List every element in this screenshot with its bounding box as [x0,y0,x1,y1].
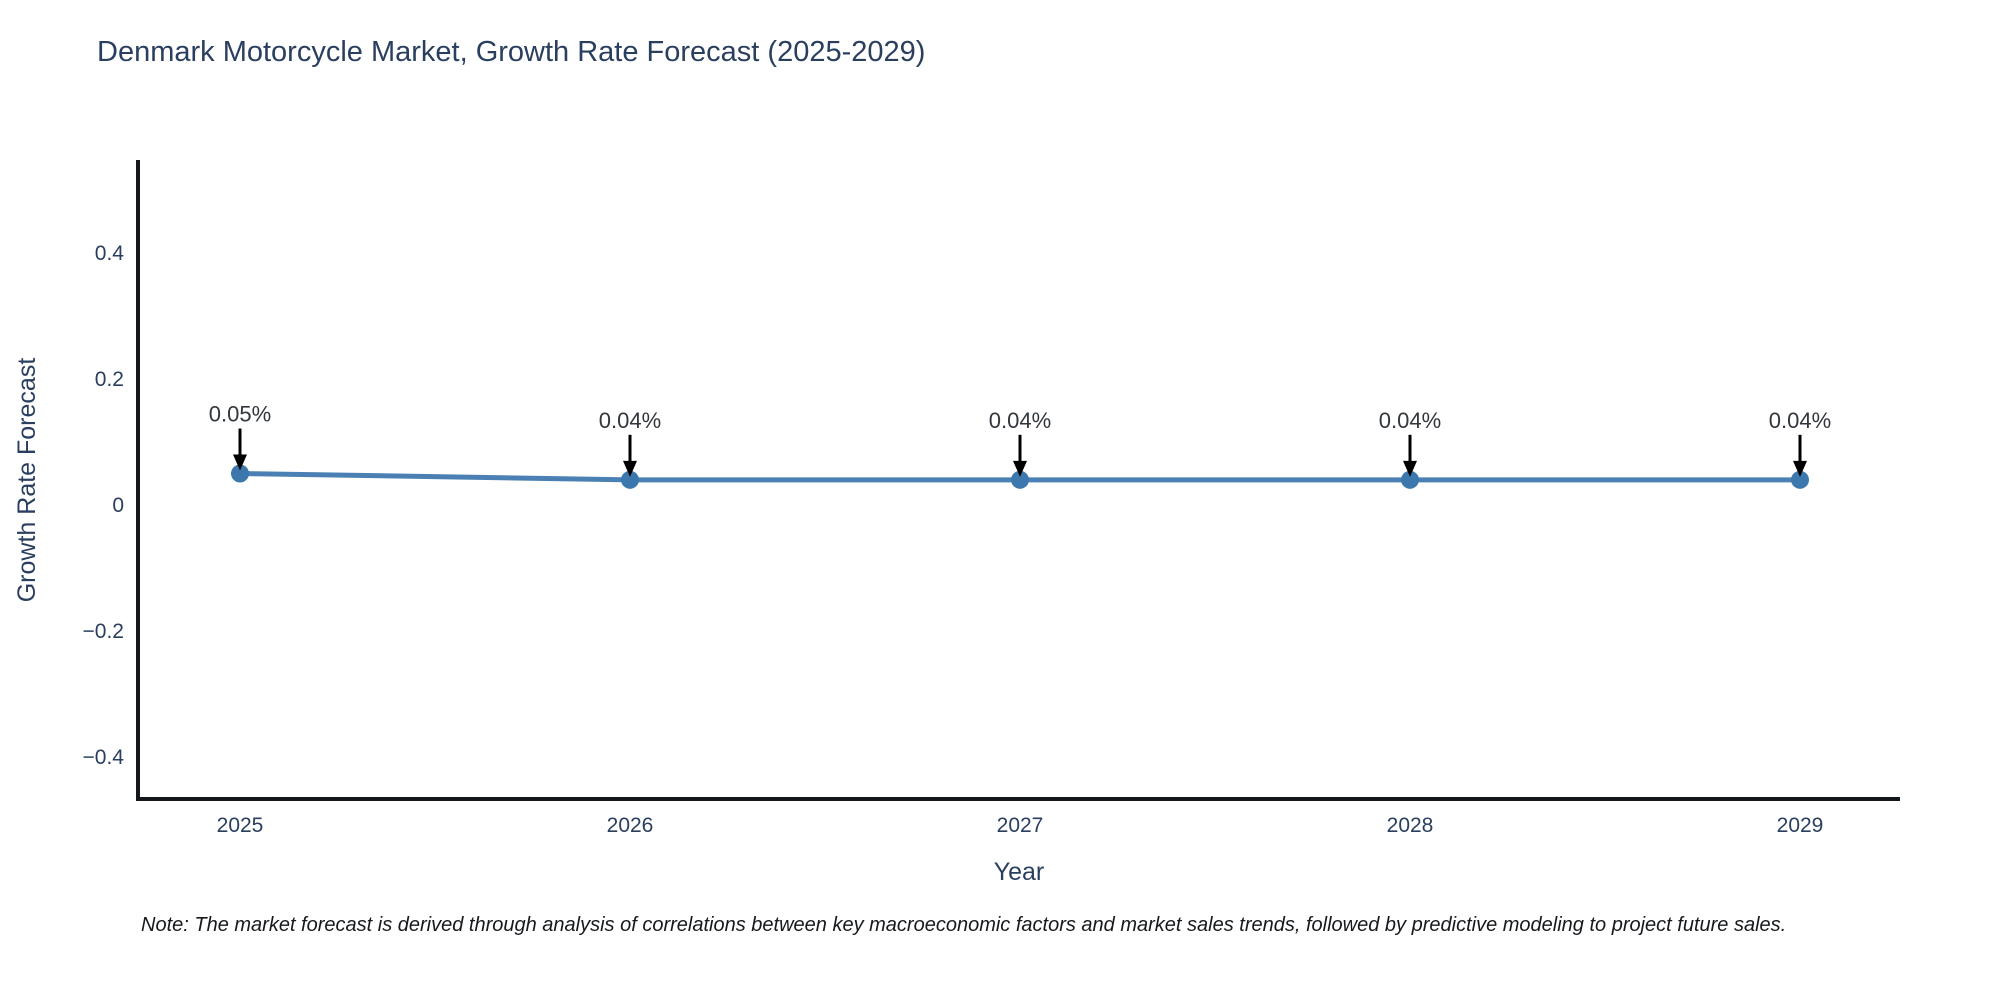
point-annotation-label: 0.04% [989,408,1051,433]
data-point-marker [1011,470,1029,489]
annotation-arrow-head [1793,460,1807,477]
x-tick-label: 2028 [1387,814,1434,837]
chart-title: Denmark Motorcycle Market, Growth Rate F… [97,36,926,68]
y-tick-label: −0.4 [83,746,125,769]
x-tick-label: 2029 [1777,814,1824,837]
data-point-marker [1791,470,1809,489]
annotation-arrow-head [1403,460,1417,477]
x-tick-label: 2025 [217,814,264,837]
y-axis-title: Growth Rate Forecast [13,357,41,603]
x-tick-label: 2027 [997,814,1044,837]
data-point-marker [621,470,639,489]
data-point-marker [1401,470,1419,489]
x-axis-title: Year [993,858,1045,886]
annotation-arrow-head [233,454,247,471]
axis-spine [136,160,1900,801]
point-annotation-label: 0.04% [1769,408,1831,433]
annotation-arrow-head [623,460,637,477]
point-annotation-label: 0.04% [599,408,661,433]
y-tick-label: 0.2 [95,368,124,391]
y-tick-label: −0.2 [83,620,124,643]
y-tick-label: 0 [112,494,124,517]
point-annotation-label: 0.04% [1379,408,1441,433]
x-tick-label: 2026 [607,814,654,837]
point-annotation-label: 0.05% [209,402,271,427]
annotation-arrow-head [1013,460,1027,477]
y-tick-label: 0.4 [95,242,125,265]
footnote: Note: The market forecast is derived thr… [141,914,1787,936]
data-point-marker [231,464,249,483]
